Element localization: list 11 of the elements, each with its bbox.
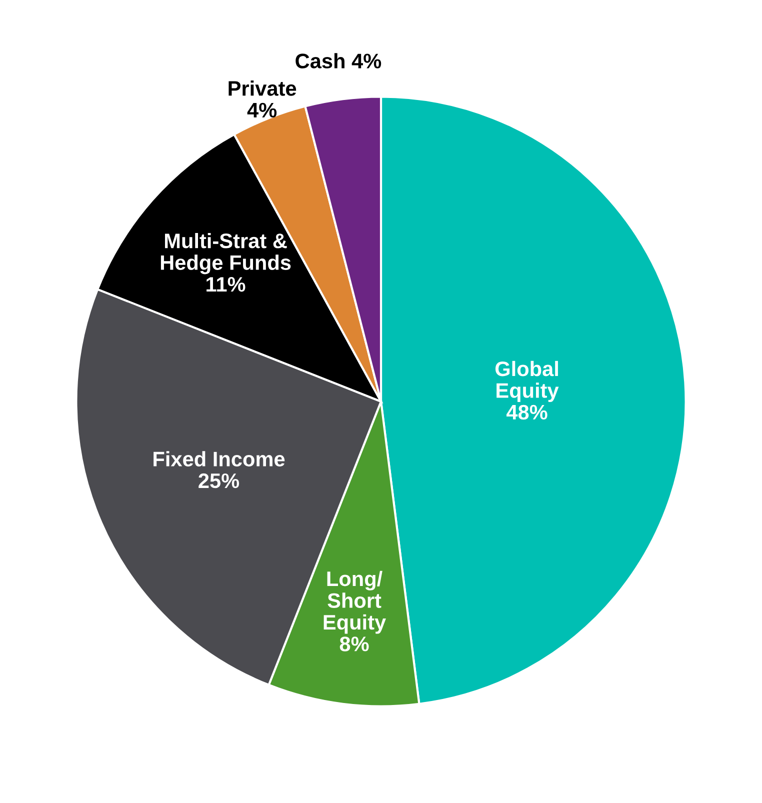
data-label: 8% — [340, 636, 369, 652]
data-label: 48% — [506, 404, 548, 420]
data-label: 25% — [198, 473, 240, 488]
slice-label: Cash 4% — [296, 53, 382, 68]
data-label: 11% — [206, 277, 246, 292]
slice-label: Fixed Income — [154, 451, 285, 466]
slice-label: Multi-Strat & Hedge Funds — [160, 232, 291, 274]
slice-label: Global Equity — [495, 360, 559, 402]
slice-label: Long/ Short Equity — [324, 570, 386, 634]
slice-label: Private — [228, 80, 296, 96]
data-label: 4% — [247, 102, 277, 118]
